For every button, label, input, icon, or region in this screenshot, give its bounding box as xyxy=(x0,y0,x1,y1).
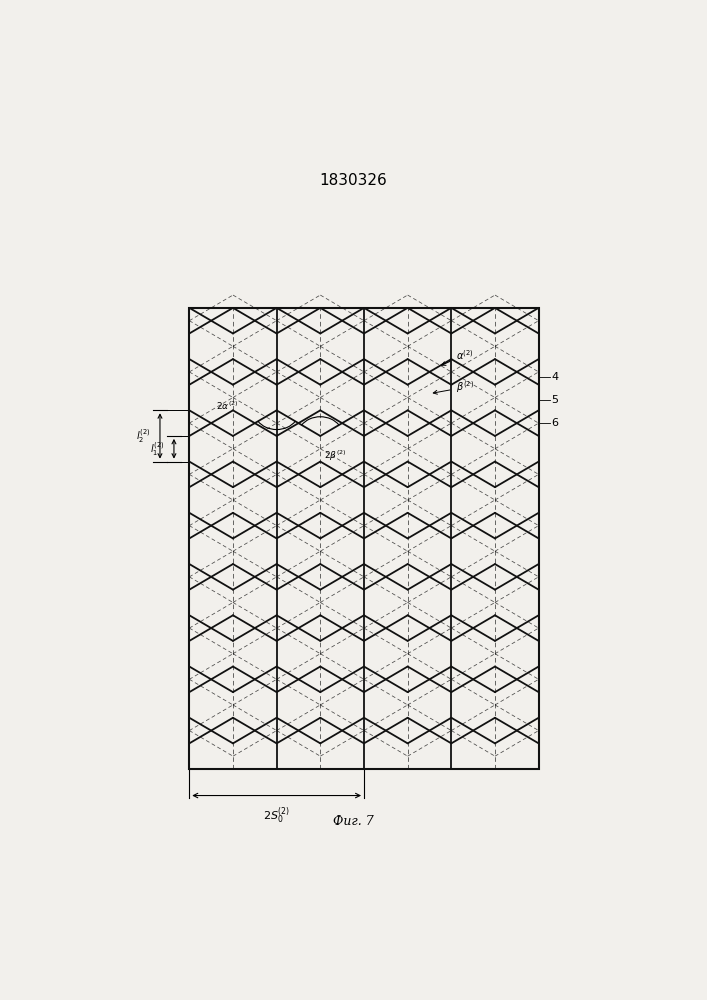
Text: 4: 4 xyxy=(551,372,559,382)
Text: $2\alpha^{(2)}$: $2\alpha^{(2)}$ xyxy=(216,400,238,412)
Text: $2\beta^{(2)}$: $2\beta^{(2)}$ xyxy=(324,449,346,463)
Text: $2S_0^{(2)}$: $2S_0^{(2)}$ xyxy=(263,805,291,826)
Text: Фиг. 7: Фиг. 7 xyxy=(333,815,374,828)
Text: 5: 5 xyxy=(551,395,559,405)
Text: 6: 6 xyxy=(551,418,559,428)
Bar xyxy=(189,308,539,769)
Text: $l_2^{(2)}$: $l_2^{(2)}$ xyxy=(136,427,151,445)
Text: $\alpha^{(2)}$: $\alpha^{(2)}$ xyxy=(442,348,474,365)
Text: $\beta^{(2)}$: $\beta^{(2)}$ xyxy=(433,379,474,395)
Text: $l_1^{(2)}$: $l_1^{(2)}$ xyxy=(151,440,165,458)
Text: 1830326: 1830326 xyxy=(320,173,387,188)
